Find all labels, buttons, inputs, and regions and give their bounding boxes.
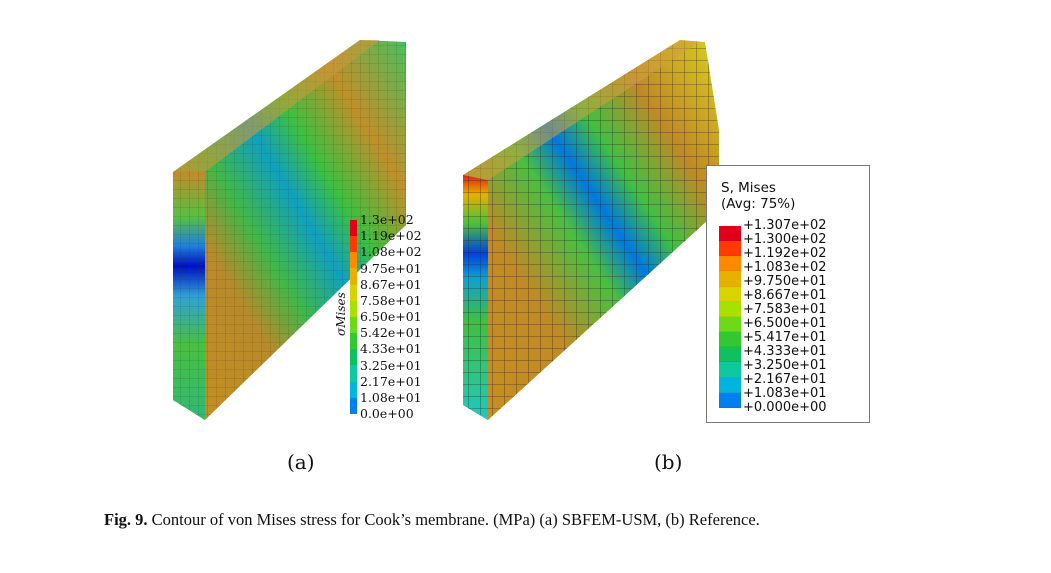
legend-a-swatch (350, 284, 357, 301)
legend-b-swatch (719, 226, 741, 242)
caption-prefix: Fig. 9. (104, 510, 148, 529)
legend-a-symbol: σMises (334, 292, 348, 336)
legend-a-swatch (350, 349, 357, 366)
legend-b-tick-label: +8.667e+01 (743, 288, 827, 303)
legend-b-tick-label: +6.500e+01 (743, 316, 827, 331)
legend-a-swatch (350, 236, 357, 253)
legend-a-swatch (350, 397, 357, 414)
legend-b-tick-label: +3.250e+01 (743, 358, 827, 373)
caption-text: Contour of von Mises stress for Cook’s m… (151, 510, 760, 529)
legend-a-swatch (350, 252, 357, 269)
legend-a-swatch (350, 316, 357, 334)
legend-b-tick-label: +2.167e+01 (743, 372, 827, 387)
legend-b-tick-label: +1.083e+01 (743, 386, 827, 401)
legend-b-swatch (719, 256, 741, 272)
legend-b-title-line2: (Avg: 75%) (721, 196, 796, 212)
legend-b-tick-label: +5.417e+01 (743, 330, 827, 345)
legend-b-swatch (719, 286, 741, 302)
legend-a-tick-label: 6.50e+01 (360, 309, 422, 325)
legend-b-swatch (719, 301, 741, 317)
legend-a-tick-label: 1.19e+02 (360, 228, 422, 244)
legend-b-swatch (719, 271, 741, 287)
legend-b-colorbar (719, 226, 741, 408)
legend-a-swatch (350, 365, 357, 382)
legend-a-tick-label: 8.67e+01 (360, 276, 422, 292)
legend-b-tick-label: +1.192e+02 (743, 246, 827, 261)
legend-a-tick-label: 3.25e+01 (360, 357, 422, 373)
legend-b-title-line1: S, Mises (721, 180, 776, 196)
legend-b-tick-label: +1.300e+02 (743, 232, 827, 247)
legend-b-tick-label: +9.750e+01 (743, 274, 827, 289)
legend-a-tick-label: 2.17e+01 (360, 373, 422, 389)
legend-a-tick-label: 9.75e+01 (360, 260, 422, 276)
legend-a-tick-label: 0.0e+00 (360, 406, 414, 422)
legend-a-colorbar (350, 220, 357, 414)
legend-b-swatch (719, 332, 741, 348)
legend-b-title: S, Mises (Avg: 75%) (721, 180, 795, 212)
legend-a-tick-label: 4.33e+01 (360, 341, 422, 357)
legend-b-swatch (719, 362, 741, 378)
legend-a-swatch (350, 268, 357, 285)
legend-b-swatch (719, 316, 741, 333)
legend-a-swatch (350, 381, 357, 398)
legend-a-tick-label: 1.3e+02 (360, 212, 414, 227)
figure-caption: Fig. 9. Contour of von Mises stress for … (104, 510, 760, 530)
legend-b-swatch (719, 392, 741, 408)
legend-a: σMises 1.3e+02 1.19e+02 1.08e+02 9.75e+01 8.… (334, 212, 422, 426)
legend-a-tick-label: 5.42e+01 (360, 325, 422, 341)
legend-b-tick-label: +0.000e+00 (743, 400, 827, 415)
legend-b-tick-label: +1.307e+02 (743, 218, 827, 233)
legend-b-swatch (719, 377, 741, 393)
subfigure-label-a: (a) (287, 450, 315, 474)
legend-a-tick-label: 7.58e+01 (360, 292, 422, 308)
membrane-b (463, 40, 719, 420)
legend-a-swatch (350, 220, 357, 237)
legend-b: S, Mises (Avg: 75%) +1.307e+02 +1.300e+02… (706, 165, 870, 423)
membrane-a (173, 40, 406, 420)
legend-a-tick-label: 1.08e+02 (360, 244, 422, 260)
legend-a-tick-label: 1.08e+01 (360, 389, 422, 405)
legend-b-swatch (719, 241, 741, 257)
legend-a-swatch (350, 333, 357, 350)
subfigure-label-b: (b) (654, 450, 683, 474)
legend-b-tick-label: +4.333e+01 (743, 344, 827, 359)
legend-b-swatch (719, 347, 741, 363)
legend-b-tick-label: +7.583e+01 (743, 302, 827, 317)
legend-a-swatch (350, 300, 357, 317)
legend-b-tick-label: +1.083e+02 (743, 260, 827, 275)
